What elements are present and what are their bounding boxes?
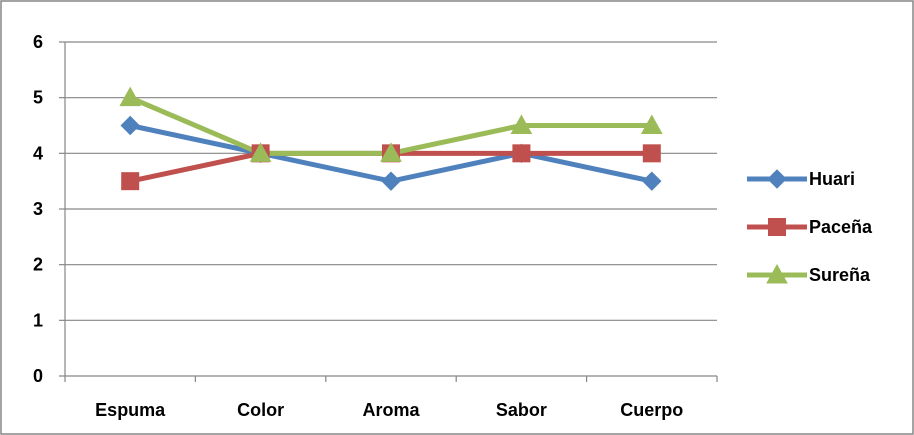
data-point-huari: [642, 171, 662, 191]
data-point-paceña: [642, 144, 661, 163]
gridlines: [65, 41, 717, 321]
legend-label-paceña: Paceña: [809, 217, 873, 237]
data-point-sureña: [119, 86, 142, 107]
y-tick-label: 0: [33, 366, 43, 386]
data-point-sureña: [640, 114, 663, 134]
y-tick-label: 3: [33, 199, 43, 219]
legend-marker-sureña: [766, 263, 788, 284]
series-markers: [119, 86, 663, 191]
x-tick-label: Espuma: [95, 400, 166, 420]
legend-label-sureña: Sureña: [809, 265, 871, 285]
axes: [59, 41, 718, 382]
tick-labels: 0 1 2 3 4 5 6 Espuma Color Aroma Sabor Cuerpo: [33, 32, 683, 420]
data-point-paceña: [121, 172, 140, 191]
y-tick-label: 4: [33, 143, 43, 163]
data-point-sureña: [380, 142, 402, 162]
x-tick-label: Color: [237, 400, 284, 420]
x-tick-label: Sabor: [496, 400, 547, 420]
data-point-huari: [120, 115, 140, 136]
y-tick-label: 1: [33, 310, 43, 330]
legend: Huari Paceña Sureña: [747, 169, 873, 285]
y-tick-label: 5: [33, 88, 43, 108]
data-point-sureña: [249, 142, 272, 162]
y-tick-label: 6: [33, 32, 43, 52]
x-tick-label: Aroma: [362, 400, 420, 420]
y-tick-label: 2: [33, 255, 43, 275]
legend-marker-huari: [767, 169, 787, 189]
legend-label-huari: Huari: [809, 169, 855, 189]
data-point-paceña: [512, 144, 531, 163]
x-tick-label: Cuerpo: [620, 400, 683, 420]
data-point-huari: [381, 171, 401, 191]
data-point-sureña: [510, 114, 533, 134]
legend-marker-paceña: [768, 218, 786, 236]
